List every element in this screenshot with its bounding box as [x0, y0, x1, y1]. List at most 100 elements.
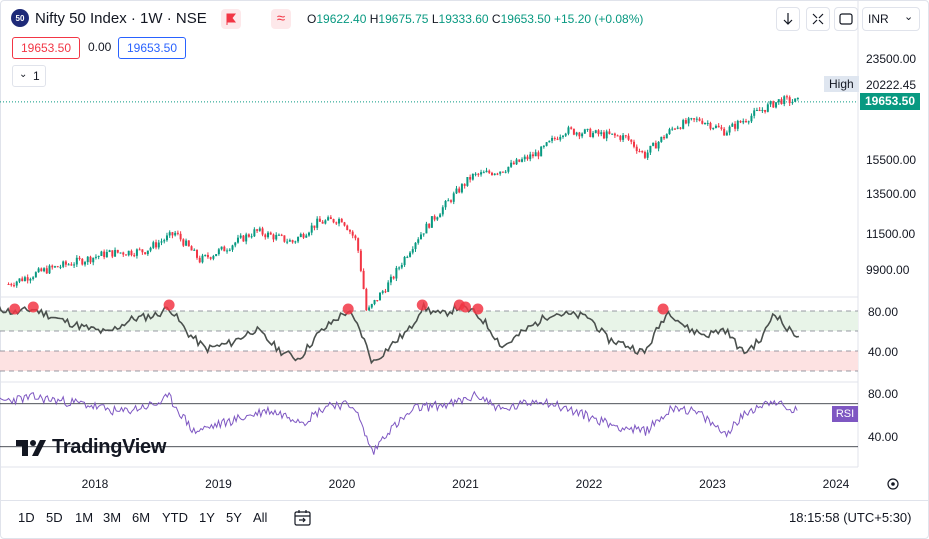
candle-body: [635, 146, 638, 152]
candle-body: [643, 151, 646, 158]
tradingview-logo[interactable]: TradingView: [14, 436, 166, 459]
candle-body: [13, 285, 16, 287]
candle-body: [297, 236, 300, 242]
candle-body: [146, 250, 149, 255]
candle-body: [324, 220, 327, 224]
currency-select[interactable]: INR ⌄: [862, 7, 920, 31]
candle-body: [540, 146, 543, 157]
candle-body: [687, 118, 690, 124]
candle-body: [414, 242, 417, 250]
symbol-badge[interactable]: 50: [11, 9, 29, 27]
candle-body: [485, 170, 488, 173]
candle-body: [45, 268, 48, 274]
goto-date-button[interactable]: [886, 477, 900, 491]
range-button-3m[interactable]: 3M: [103, 510, 122, 525]
candle-body: [220, 246, 223, 250]
candle-body: [586, 128, 589, 130]
candle-body: [463, 184, 466, 186]
candle-body: [622, 135, 625, 140]
candle-body: [70, 264, 73, 266]
indicator-toggle[interactable]: ⌄ 1: [12, 65, 46, 87]
candle-body: [193, 249, 196, 251]
range-button-5y[interactable]: 5Y: [226, 510, 242, 525]
candle-body: [783, 96, 786, 105]
candle-body: [201, 255, 204, 263]
price-tick: 15500.00: [866, 153, 917, 167]
candle-body: [86, 256, 89, 263]
candle-body: [40, 268, 43, 272]
ohlc-readout: O19622.40 H19675.75 L19333.60 C19653.50 …: [307, 12, 643, 26]
compare-icon[interactable]: ≈: [271, 9, 291, 29]
candle-body: [277, 234, 280, 236]
candle-body: [217, 249, 220, 255]
high-tag: High: [824, 76, 859, 92]
candle-body: [537, 152, 540, 157]
time-axis-label: 2023: [699, 477, 726, 491]
candle-body: [15, 281, 18, 286]
candle-body: [171, 232, 174, 236]
price-candles: [0, 94, 858, 311]
candle-body: [744, 121, 747, 123]
price-tick: 9900.00: [866, 263, 910, 277]
price-tick: 13500.00: [866, 187, 917, 201]
candle-body: [466, 177, 469, 186]
candle-body: [698, 118, 701, 121]
symbol-badge-text: 50: [15, 13, 25, 23]
ask-box[interactable]: 19653.50: [118, 37, 186, 59]
range-button-1y[interactable]: 1Y: [199, 510, 215, 525]
candle-body: [327, 217, 330, 221]
chevron-down-icon: ⌄: [904, 11, 914, 23]
candle-body: [368, 307, 371, 311]
range-button-6m[interactable]: 6M: [132, 510, 151, 525]
oscillator-bands: [0, 310, 858, 372]
range-button-5d[interactable]: 5D: [46, 510, 63, 525]
candle-body: [365, 288, 368, 311]
range-button-1m[interactable]: 1M: [75, 510, 94, 525]
clock[interactable]: 18:15:58 (UTC+5:30): [789, 510, 912, 525]
rsi-line: [0, 390, 798, 455]
flag-icon[interactable]: [221, 9, 241, 29]
candle-body: [307, 232, 310, 236]
candle-body: [294, 241, 297, 243]
candle-body: [684, 120, 687, 124]
candle-body: [734, 123, 737, 129]
candle-body: [450, 200, 453, 202]
candle-body: [10, 284, 13, 286]
candle-body: [376, 300, 379, 302]
candle-body: [242, 235, 245, 242]
candle-body: [332, 219, 335, 223]
candle-body: [526, 156, 529, 160]
candle-body: [73, 264, 76, 266]
collapse-button[interactable]: [806, 7, 830, 31]
candle-body: [712, 127, 715, 129]
candle-body: [163, 240, 166, 242]
candle-body: [613, 133, 616, 136]
candle-body: [114, 249, 117, 257]
bid-box[interactable]: 19653.50: [12, 37, 80, 59]
symbol-title[interactable]: Nifty 50 Index · 1W · NSE: [35, 10, 207, 27]
oscillator-marker: [163, 299, 175, 311]
candle-body: [124, 254, 127, 256]
candle-body: [179, 233, 182, 240]
candle-body: [149, 247, 152, 251]
candle-body: [673, 128, 676, 130]
date-range-button[interactable]: [293, 508, 313, 528]
candle-body: [521, 159, 524, 162]
candle-body: [592, 132, 595, 137]
range-button-all[interactable]: All: [253, 510, 268, 525]
candle-body: [556, 138, 559, 140]
time-axis-label: 2024: [822, 477, 850, 491]
candle-body: [501, 171, 504, 173]
candle-body: [646, 152, 649, 158]
candle-body: [340, 218, 343, 223]
scroll-down-button[interactable]: [776, 7, 800, 31]
range-button-ytd[interactable]: YTD: [162, 510, 188, 525]
candle-body: [567, 127, 570, 134]
candle-body: [21, 278, 24, 282]
candle-body: [788, 97, 791, 104]
candle-body: [439, 214, 442, 218]
candle-body: [548, 140, 551, 143]
fullscreen-button[interactable]: [834, 7, 858, 31]
range-button-1d[interactable]: 1D: [18, 510, 35, 525]
